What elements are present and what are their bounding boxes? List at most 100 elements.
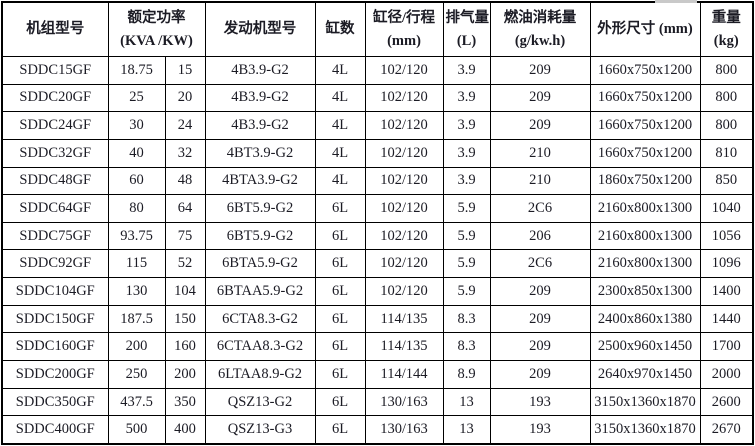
cell-weight: 800 bbox=[699, 83, 754, 113]
cell-kw: 64 bbox=[164, 194, 206, 223]
cell-dimensions: 1660x750x1200 bbox=[589, 138, 701, 168]
cell-bore-stroke: 102/120 bbox=[364, 138, 444, 168]
cell-kva: 25 bbox=[107, 83, 166, 113]
cell-bore-stroke: 102/120 bbox=[364, 194, 444, 223]
cell-bore-stroke: 130/163 bbox=[364, 387, 444, 417]
header-bore-stroke-unit: (mm) bbox=[387, 32, 421, 49]
cell-engine: 4B3.9-G2 bbox=[204, 111, 316, 140]
cell-engine: 4B3.9-G2 bbox=[204, 56, 316, 85]
cell-kw: 24 bbox=[164, 111, 206, 140]
cell-kw: 32 bbox=[164, 138, 206, 168]
cell-model: SDDC48GF bbox=[1, 166, 109, 196]
cell-fuel-consumption: 209 bbox=[489, 277, 591, 306]
cell-kw: 400 bbox=[164, 415, 206, 445]
cell-bore-stroke: 102/120 bbox=[364, 83, 444, 113]
header-engine-label: 发动机型号 bbox=[223, 21, 297, 38]
cell-displacement: 5.9 bbox=[442, 249, 491, 279]
cell-kw: 75 bbox=[164, 221, 206, 251]
cell-dimensions: 2640x970x1450 bbox=[589, 360, 701, 389]
header-weight-label: 重量 bbox=[711, 10, 741, 27]
cell-dimensions: 1860x750x1200 bbox=[589, 166, 701, 196]
cell-model: SDDC400GF bbox=[1, 415, 109, 445]
header-dimensions: 外形尺寸 (mm) bbox=[589, 1, 701, 57]
cell-cylinders: 6L bbox=[314, 415, 366, 445]
cell-model: SDDC104GF bbox=[1, 277, 109, 306]
cell-dimensions: 3150x1360x1870 bbox=[589, 415, 701, 445]
cell-engine: 6BTAA5.9-G2 bbox=[204, 277, 316, 306]
cell-kva: 200 bbox=[107, 332, 166, 362]
cell-dimensions: 2160x800x1300 bbox=[589, 194, 701, 223]
cell-cylinders: 4L bbox=[314, 83, 366, 113]
cell-kva: 60 bbox=[107, 166, 166, 196]
cell-kva: 18.75 bbox=[107, 56, 166, 85]
cell-weight: 810 bbox=[699, 138, 754, 168]
cell-dimensions: 1660x750x1200 bbox=[589, 111, 701, 140]
cell-fuel-consumption: 210 bbox=[489, 166, 591, 196]
cell-kva: 187.5 bbox=[107, 304, 166, 334]
cell-kw: 48 bbox=[164, 166, 206, 196]
cell-weight: 1440 bbox=[699, 304, 754, 334]
cell-displacement: 5.9 bbox=[442, 277, 491, 306]
cell-cylinders: 4L bbox=[314, 138, 366, 168]
cell-fuel-consumption: 193 bbox=[489, 387, 591, 417]
cell-model: SDDC75GF bbox=[1, 221, 109, 251]
cell-bore-stroke: 114/144 bbox=[364, 360, 444, 389]
cell-displacement: 3.9 bbox=[442, 83, 491, 113]
cell-kw: 104 bbox=[164, 277, 206, 306]
cell-model: SDDC15GF bbox=[1, 56, 109, 85]
cell-cylinders: 6L bbox=[314, 387, 366, 417]
cell-weight: 800 bbox=[699, 111, 754, 140]
table-row: SDDC20GF 25 20 4B3.9-G2 4L 102/120 3.9 209 1660x… bbox=[1, 83, 754, 113]
cell-dimensions: 2160x800x1300 bbox=[589, 221, 701, 251]
table-row: SDDC48GF 60 48 4BTA3.9-G2 4L 102/120 3.9 210 186… bbox=[1, 166, 754, 196]
cell-engine: 6CTA8.3-G2 bbox=[204, 304, 316, 334]
cell-displacement: 8.3 bbox=[442, 332, 491, 362]
cell-weight: 1096 bbox=[699, 249, 754, 279]
cell-kva: 40 bbox=[107, 138, 166, 168]
cell-displacement: 3.9 bbox=[442, 111, 491, 140]
cell-fuel-consumption: 209 bbox=[489, 304, 591, 334]
header-engine: 发动机型号 bbox=[204, 1, 316, 57]
cell-weight: 850 bbox=[699, 166, 754, 196]
header-fuel-consumption-label: 燃油消耗量 bbox=[503, 10, 577, 27]
cell-kw: 160 bbox=[164, 332, 206, 362]
cell-kw: 200 bbox=[164, 360, 206, 389]
cell-fuel-consumption: 206 bbox=[489, 221, 591, 251]
cell-fuel-consumption: 209 bbox=[489, 111, 591, 140]
cell-bore-stroke: 114/135 bbox=[364, 332, 444, 362]
cell-weight: 1056 bbox=[699, 221, 754, 251]
cell-cylinders: 4L bbox=[314, 56, 366, 85]
cell-model: SDDC92GF bbox=[1, 249, 109, 279]
cell-displacement: 3.9 bbox=[442, 166, 491, 196]
cell-kva: 437.5 bbox=[107, 387, 166, 417]
cell-engine: QSZ13-G3 bbox=[204, 415, 316, 445]
header-cylinders-label: 缸数 bbox=[325, 21, 355, 38]
header-rated-power: 额定功率 (KVA /KW) bbox=[107, 1, 206, 57]
cell-kva: 500 bbox=[107, 415, 166, 445]
cell-bore-stroke: 102/120 bbox=[364, 249, 444, 279]
cell-model: SDDC150GF bbox=[1, 304, 109, 334]
header-cylinders: 缸数 bbox=[314, 1, 366, 57]
cell-engine: 6BTA5.9-G2 bbox=[204, 249, 316, 279]
cell-displacement: 13 bbox=[442, 415, 491, 445]
cell-cylinders: 6L bbox=[314, 277, 366, 306]
cell-engine: 4BT3.9-G2 bbox=[204, 138, 316, 168]
cell-kw: 52 bbox=[164, 249, 206, 279]
header-dimensions-label: 外形尺寸 (mm) bbox=[597, 21, 693, 38]
header-fuel-consumption-unit: (g/kw.h) bbox=[514, 32, 566, 49]
table-row: SDDC350GF 437.5 350 QSZ13-G2 6L 130/163 13 193 3… bbox=[1, 387, 754, 417]
cell-weight: 1400 bbox=[699, 277, 754, 306]
header-displacement-unit: (L) bbox=[456, 32, 477, 49]
header-row: 机组型号 额定功率 (KVA /KW) 发动机型号 缸数 缸径/行程 (mm) bbox=[1, 1, 754, 57]
cell-kva: 30 bbox=[107, 111, 166, 140]
cell-weight: 2670 bbox=[699, 415, 754, 445]
cell-engine: 6LTAA8.9-G2 bbox=[204, 360, 316, 389]
cell-bore-stroke: 102/120 bbox=[364, 56, 444, 85]
cell-fuel-consumption: 2C6 bbox=[489, 194, 591, 223]
cell-fuel-consumption: 209 bbox=[489, 332, 591, 362]
header-rated-power-label: 额定功率 bbox=[127, 10, 186, 27]
cell-dimensions: 1660x750x1200 bbox=[589, 56, 701, 85]
cell-cylinders: 6L bbox=[314, 249, 366, 279]
cell-cylinders: 6L bbox=[314, 221, 366, 251]
